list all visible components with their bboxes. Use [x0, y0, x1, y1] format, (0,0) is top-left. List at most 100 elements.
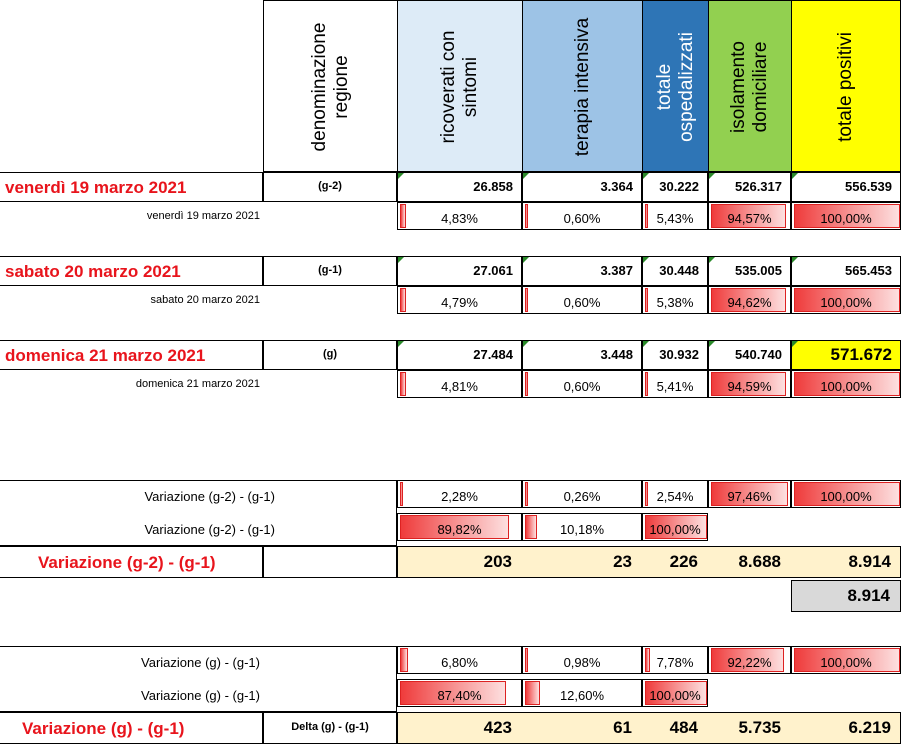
day2-pct-bar — [711, 372, 786, 396]
var1-a-pct-cell: 2,54% — [642, 480, 708, 508]
var1-label-frame — [0, 480, 397, 546]
day0-value-cell: 526.317 — [708, 172, 791, 202]
var2-b-pct-cell: 87,40% — [397, 679, 522, 707]
day0-value-cell: 3.364 — [522, 172, 642, 202]
day2-value-cell: 27.484 — [397, 340, 522, 370]
day2-pct-value: 0,60% — [563, 379, 601, 394]
day1-tag: (g-1) — [318, 264, 342, 276]
day1-sub: sabato 20 marzo 2021 — [150, 294, 260, 306]
day2-sub: domenica 21 marzo 2021 — [135, 378, 260, 390]
var2-b-pct-bar — [400, 681, 506, 705]
day2-pct-cell: 100,00% — [791, 370, 901, 398]
day2-value-cell: 540.740 — [708, 340, 791, 370]
day2-pct-bar — [794, 372, 900, 396]
var1-title: Variazione (g-2) - (g-1) — [38, 553, 216, 572]
var2-value: 5.735 — [738, 718, 781, 737]
var2-a-pct-value: 7,78% — [656, 655, 694, 670]
var2-b-pct-value: 100,00% — [649, 688, 701, 703]
day1-value-cell: 3.387 — [522, 256, 642, 286]
var2-label-a: Variazione (g) - (g-1) — [141, 655, 260, 670]
day0-pct-cell: 0,60% — [522, 202, 642, 230]
day1-pct-bar — [794, 288, 900, 312]
var1-highlight — [397, 546, 901, 578]
var1-a-pct-value: 97,46% — [727, 489, 772, 504]
header-totale-osp: totale ospedalizzati — [642, 0, 708, 172]
day0-pct-cell: 100,00% — [791, 202, 901, 230]
day2-pct-value: 94,59% — [727, 379, 772, 394]
day1-value-marker — [709, 257, 715, 263]
day2-pct-cell: 4,81% — [397, 370, 522, 398]
day0-value-cell: 30.222 — [642, 172, 708, 202]
day1-tag-box — [263, 256, 397, 286]
var2-tag: Delta (g) - (g-1) — [291, 721, 369, 733]
day0-sub: venerdì 19 marzo 2021 — [146, 210, 260, 222]
var1-label-b: Variazione (g-2) - (g-1) — [144, 522, 275, 537]
var2-b-pct-value: 12,60% — [559, 688, 605, 703]
day2-pct-bar — [645, 372, 649, 396]
var1-b-pct-value: 10,18% — [559, 522, 605, 537]
day0-pct-bar — [525, 204, 528, 228]
day2-value-marker — [398, 341, 404, 347]
day2-tag: (g) — [322, 348, 338, 360]
day1-pct-bar — [711, 288, 786, 312]
day2-value-marker — [643, 341, 649, 347]
var2-a-pct-value: 92,22% — [727, 655, 772, 670]
var2-value: 6.219 — [848, 718, 891, 737]
var1-a-pct-cell: 2,28% — [397, 480, 522, 508]
var1-value: 226 — [669, 552, 698, 571]
day2-pct-value: 5,41% — [656, 379, 694, 394]
header-totale-pos-label: totale positivi — [835, 32, 856, 142]
day1-pct-value: 5,38% — [656, 295, 694, 310]
var2-value: 61 — [613, 718, 632, 737]
day1-pct-value: 4,79% — [441, 295, 478, 310]
var1-a-pct-bar — [400, 482, 403, 506]
header-ricoverati-label: ricoverati con sintomi — [438, 30, 481, 144]
var1-value: 8.914 — [848, 552, 891, 571]
day1-value-cell: 27.061 — [397, 256, 522, 286]
var1-value: 203 — [483, 552, 512, 571]
var2-a-pct-bar — [711, 648, 784, 672]
var1-a-pct-cell: 100,00% — [791, 480, 901, 508]
header-totale-osp-label: totale ospedalizzati — [653, 32, 697, 142]
day1-pct-cell: 4,79% — [397, 286, 522, 314]
var1-b-pct-cell: 100,00% — [642, 513, 708, 541]
day1-pct-cell: 0,60% — [522, 286, 642, 314]
header-ricoverati: ricoverati con sintomi — [397, 0, 522, 172]
var1-a-pct-cell: 97,46% — [708, 480, 791, 508]
day2-tag-box — [263, 340, 397, 370]
day0-value-cell: 556.539 — [791, 172, 901, 202]
day0-pct-cell: 5,43% — [642, 202, 708, 230]
day0-pct-bar — [794, 204, 900, 228]
var1-b-pct-bar — [645, 515, 707, 539]
day0-value-marker — [709, 173, 715, 179]
day2-pct-cell: 94,59% — [708, 370, 791, 398]
day0-pct-cell: 4,83% — [397, 202, 522, 230]
var2-a-pct-bar — [525, 648, 528, 672]
day2-title-box — [0, 340, 263, 370]
var2-a-pct-value: 100,00% — [820, 655, 872, 670]
var1-empty — [263, 546, 397, 578]
var2-a-pct-cell: 0,98% — [522, 646, 642, 674]
day1-pct-cell: 94,62% — [708, 286, 791, 314]
var2-label-b: Variazione (g) - (g-1) — [141, 688, 260, 703]
var2-a-pct-cell: 7,78% — [642, 646, 708, 674]
day0-pct-bar — [711, 204, 786, 228]
day0-pct-value: 4,83% — [441, 211, 478, 226]
header-isolamento: isolamento domiciliare — [708, 0, 791, 172]
var1-a-pct-bar — [794, 482, 900, 506]
var1-a-pct-bar — [711, 482, 788, 506]
var2-b-pct-cell: 100,00% — [642, 679, 708, 707]
day1-pct-cell: 100,00% — [791, 286, 901, 314]
header-totale-pos: totale positivi — [791, 0, 901, 172]
var1-b-pct-bar — [400, 515, 509, 539]
header-denominazione-label: denominazione regione — [308, 22, 352, 152]
day0-value-marker — [643, 173, 649, 179]
day0-title-box — [0, 172, 263, 202]
var1-title-box — [0, 546, 263, 578]
var1-a-pct-value: 2,54% — [656, 489, 694, 504]
day1-pct-bar — [525, 288, 528, 312]
var2-a-pct-value: 6,80% — [441, 655, 478, 670]
var1-label-a: Variazione (g-2) - (g-1) — [144, 489, 275, 504]
header-isolamento-label: isolamento domiciliare — [728, 41, 771, 133]
day1-pct-bar — [400, 288, 406, 312]
